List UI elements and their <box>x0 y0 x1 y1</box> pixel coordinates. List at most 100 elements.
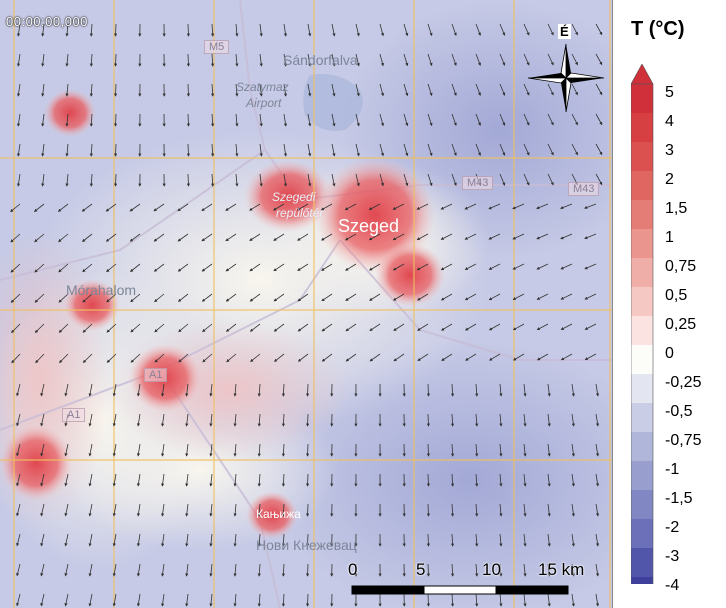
wind-arrow <box>499 143 506 156</box>
wind-arrow <box>475 83 481 96</box>
wind-arrow <box>427 23 433 37</box>
wind-arrow <box>16 563 21 577</box>
wind-arrow <box>307 113 312 127</box>
legend-title: T (°C) <box>631 18 685 40</box>
wind-arrow <box>595 473 600 487</box>
wind-arrow <box>201 293 213 302</box>
temperature-map[interactable]: 00:00:00,000 Sándorfalva Szatymaz Airpor… <box>0 0 612 608</box>
legend-tick-label: 0,25 <box>665 316 697 333</box>
wind-arrow <box>64 593 69 607</box>
wind-arrow <box>355 53 360 67</box>
wind-arrow <box>281 503 286 517</box>
wind-arrow <box>136 533 141 547</box>
wind-arrow <box>82 263 93 273</box>
wind-arrow <box>440 233 453 240</box>
wind-arrow <box>112 563 117 577</box>
wind-arrow <box>202 353 213 363</box>
wind-arrow <box>10 233 21 243</box>
wind-arrow <box>427 113 433 127</box>
wind-arrow <box>595 503 600 517</box>
wind-arrow <box>536 203 549 210</box>
wind-arrow <box>547 23 554 36</box>
scale-label-15km: 15 km <box>538 560 585 579</box>
wind-arrow <box>233 593 237 607</box>
wind-arrow <box>536 233 549 240</box>
wind-arrow <box>450 533 455 547</box>
wind-arrow <box>426 563 430 577</box>
legend-tick-label: 2 <box>665 171 674 188</box>
wind-arrow <box>426 413 430 427</box>
wind-arrow <box>321 323 333 332</box>
wind-arrow <box>281 383 286 397</box>
wind-arrow <box>40 533 45 547</box>
scale-bar: 0 5 10 15 km <box>346 560 598 602</box>
wind-arrow <box>201 263 213 272</box>
legend-swatch <box>631 171 653 200</box>
wind-arrow <box>233 383 237 397</box>
wind-arrow <box>153 203 165 212</box>
place-label-sandorfalva: Sándorfalva <box>283 52 358 68</box>
wind-arrow <box>306 473 310 487</box>
wind-arrow <box>403 173 409 187</box>
wind-arrow <box>547 53 554 66</box>
legend-tick-label: 1,5 <box>665 200 688 217</box>
wind-arrow <box>547 383 551 397</box>
wind-arrow <box>450 413 455 427</box>
wind-arrow <box>547 443 551 457</box>
wind-arrow <box>114 113 118 127</box>
wind-arrow <box>547 113 554 126</box>
wind-arrow <box>450 473 455 487</box>
wind-arrow <box>379 53 385 67</box>
wind-arrow <box>88 473 93 487</box>
wind-arrow <box>129 203 141 212</box>
wind-arrow <box>307 83 312 97</box>
wind-arrow <box>512 323 525 331</box>
wind-arrow <box>16 593 21 607</box>
wind-arrow <box>283 113 288 127</box>
wind-arrow <box>41 113 45 127</box>
wind-arrow <box>595 413 600 427</box>
wind-arrow <box>273 353 285 362</box>
wind-arrow <box>201 203 213 212</box>
wind-arrow <box>211 143 215 157</box>
wind-arrow <box>57 203 69 212</box>
wind-arrow <box>426 473 430 487</box>
wind-arrow <box>235 53 239 67</box>
wind-arrow <box>89 113 93 127</box>
wind-arrow <box>89 83 93 97</box>
wind-arrow <box>225 263 237 272</box>
legend-swatch <box>631 577 653 584</box>
legend-swatch <box>631 432 653 461</box>
wind-arrow <box>81 233 93 242</box>
wind-arrow <box>106 353 117 363</box>
wind-arrow <box>58 293 69 303</box>
wind-arrow <box>345 293 357 301</box>
wind-arrow <box>10 293 21 303</box>
wind-vector-field <box>10 23 603 607</box>
wind-arrow <box>10 203 21 213</box>
legend-tick-label: 4 <box>665 113 674 130</box>
wind-arrow <box>211 53 215 67</box>
wind-arrow <box>58 233 69 243</box>
wind-arrow <box>403 83 409 97</box>
wind-arrow <box>186 53 190 67</box>
wind-arrow <box>306 413 310 427</box>
wind-arrow <box>512 203 525 210</box>
wind-arrow <box>249 203 261 211</box>
wind-arrow <box>571 503 575 517</box>
wind-arrow <box>273 233 285 241</box>
wind-arrow <box>331 23 336 37</box>
wind-arrow <box>88 503 93 517</box>
wind-arrow <box>257 443 261 457</box>
wind-arrow <box>306 563 310 577</box>
wind-arrow <box>82 353 93 363</box>
wind-arrow <box>106 293 117 303</box>
wind-arrow <box>283 23 288 37</box>
legend-swatch <box>631 113 653 142</box>
wind-arrow <box>499 443 503 457</box>
scale-label-10: 10 <box>482 560 501 579</box>
wind-arrow <box>451 53 457 67</box>
legend-swatch <box>631 287 653 316</box>
wind-arrow <box>41 53 45 67</box>
road-shield-m5: M5 <box>204 40 230 54</box>
